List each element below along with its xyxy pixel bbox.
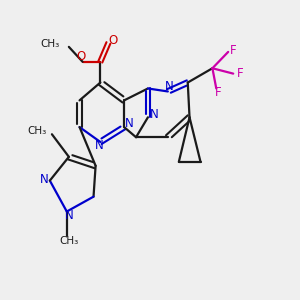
- Text: F: F: [236, 67, 243, 80]
- Text: N: N: [40, 172, 49, 186]
- Text: N: N: [94, 139, 103, 152]
- Text: F: F: [214, 86, 221, 99]
- Text: N: N: [165, 80, 174, 93]
- Text: CH₃: CH₃: [27, 126, 46, 136]
- Text: N: N: [149, 108, 158, 121]
- Text: N: N: [125, 117, 134, 130]
- Text: N: N: [65, 209, 74, 223]
- Text: F: F: [230, 44, 237, 57]
- Text: CH₃: CH₃: [41, 40, 60, 50]
- Text: O: O: [76, 50, 86, 63]
- Text: O: O: [108, 34, 118, 46]
- Text: CH₃: CH₃: [59, 236, 79, 246]
